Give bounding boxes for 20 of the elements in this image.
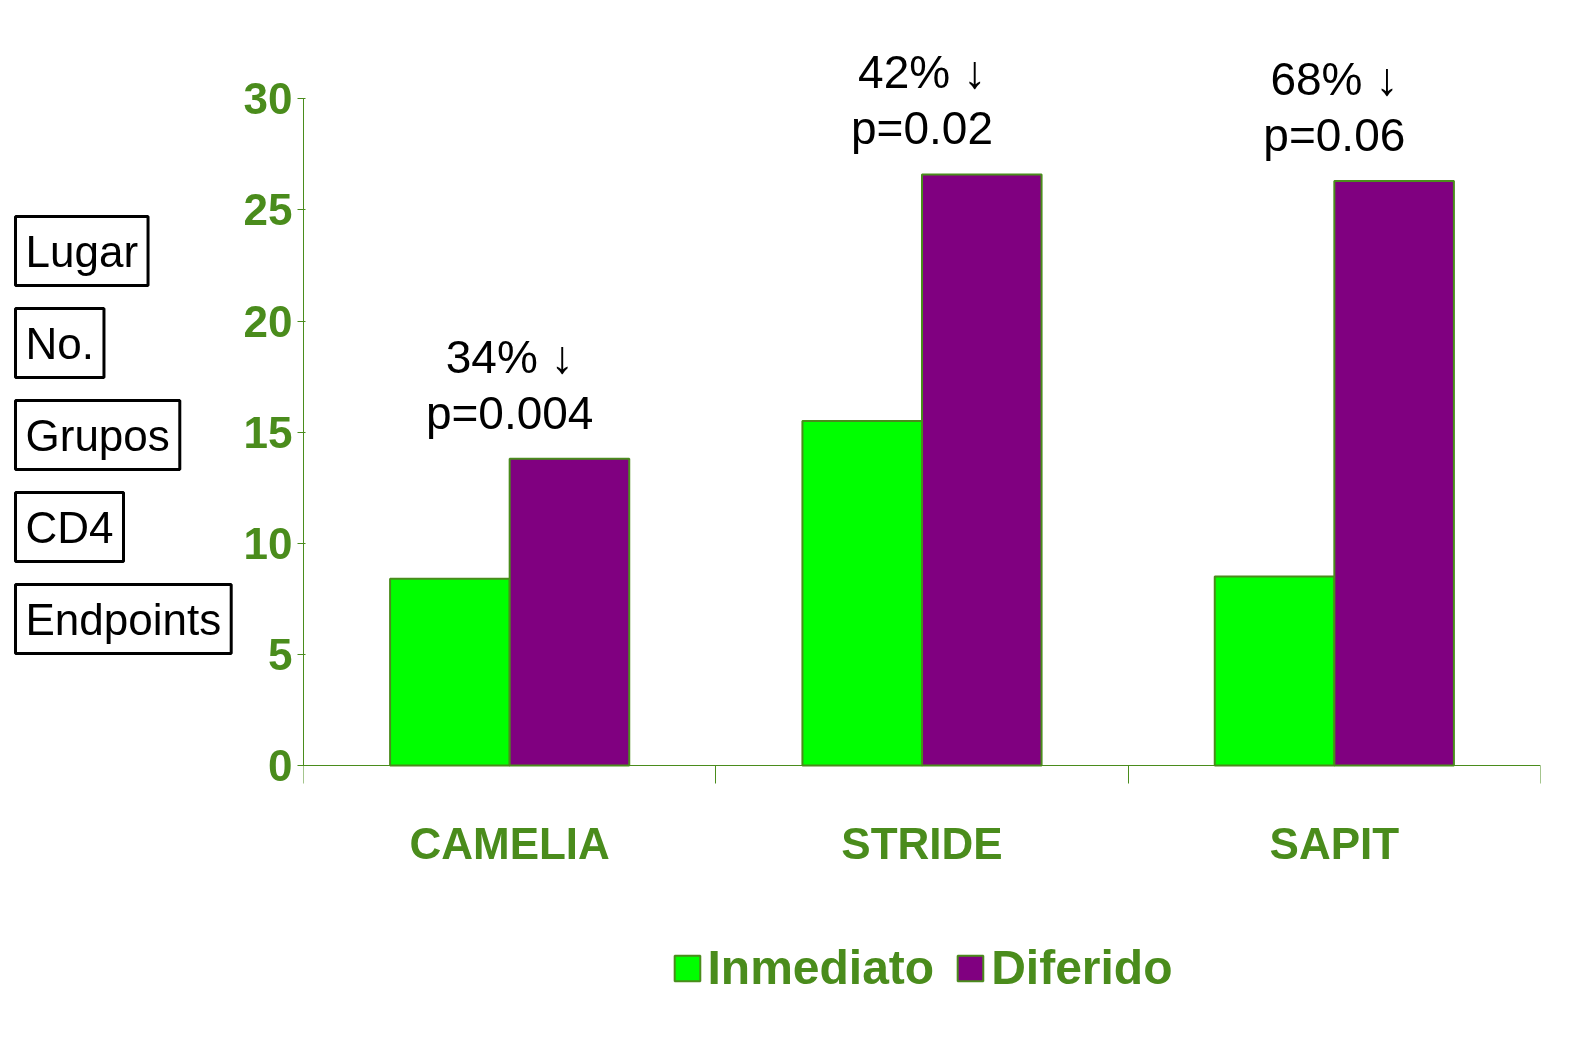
- text: No.: [25, 318, 94, 368]
- text: CD4: [25, 502, 114, 552]
- y-tick-label: 15: [243, 407, 293, 457]
- legend-label: Inmediato: [707, 940, 935, 995]
- y-tick-label: 10: [243, 518, 293, 568]
- text: Grupos: [25, 410, 170, 460]
- x-tick-label: STRIDE: [841, 818, 1003, 868]
- x-tick-label: CAMELIA: [409, 818, 610, 868]
- legend-label: Diferido: [991, 940, 1173, 995]
- y-tick-label: 20: [243, 296, 293, 346]
- text: Endpoints: [25, 594, 222, 644]
- text: Lugar: [25, 226, 139, 276]
- y-tick-label: 30: [243, 74, 293, 124]
- y-tick-label: 25: [243, 185, 293, 235]
- annotation: 68% ↓ p=0.06: [1263, 53, 1406, 162]
- y-tick-label: 0: [268, 741, 293, 790]
- annotation: 42% ↓ p=0.02: [851, 46, 993, 155]
- x-tick-label: SAPIT: [1269, 818, 1400, 868]
- y-tick-label: 5: [268, 629, 293, 679]
- annotation: 34% ↓ p=0.004: [425, 330, 594, 439]
